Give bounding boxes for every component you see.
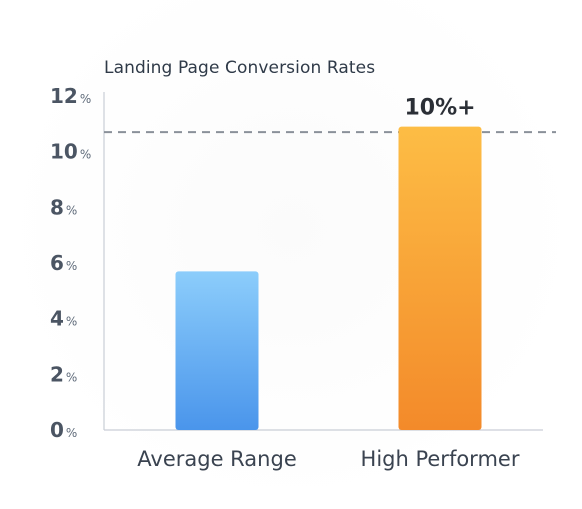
bar-high-performer	[398, 126, 482, 430]
y-tick-label: 6%	[50, 251, 77, 275]
x-tick-label: Average Range	[137, 447, 296, 471]
data-label: 10%+	[404, 96, 475, 121]
y-tick-label: 0%	[50, 418, 77, 442]
y-tick-label: 12%	[50, 84, 91, 108]
chart-title: Landing Page Conversion Rates	[104, 58, 376, 78]
bar-average-range	[175, 271, 259, 430]
x-tick-label: High Performer	[361, 447, 520, 471]
y-tick-label: 4%	[50, 307, 77, 331]
y-tick-label: 10%	[50, 140, 91, 164]
y-tick-label: 8%	[50, 195, 77, 219]
y-tick-label: 2%	[50, 362, 77, 386]
